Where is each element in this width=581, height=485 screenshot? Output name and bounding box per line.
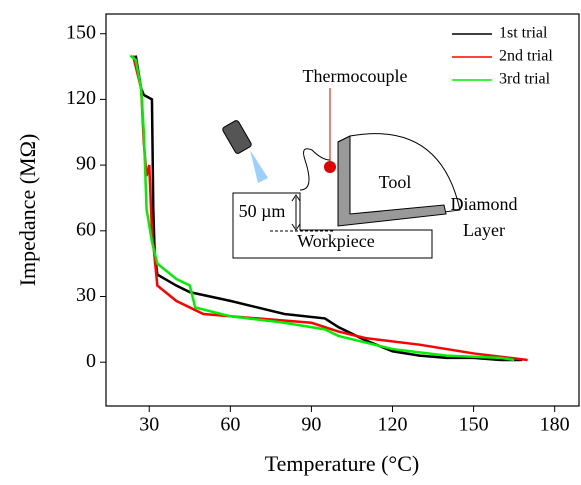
legend-label: 2nd trial	[499, 48, 553, 65]
legend-label: 1st trial	[499, 25, 548, 42]
legend-label: 3rd trial	[499, 71, 551, 88]
camera	[222, 120, 252, 154]
data-line	[134, 55, 523, 362]
diamond-layer	[337, 135, 447, 227]
x-tick-label: 150	[459, 414, 489, 436]
x-tick-label: 30	[139, 414, 159, 436]
tool-outline	[337, 133, 461, 225]
tool-label: Tool	[379, 172, 412, 192]
thermocouple-tip	[324, 161, 336, 173]
thermocouple-wire	[299, 148, 331, 191]
gap-arrowheads	[291, 194, 301, 231]
x-tick-label: 180	[540, 414, 570, 436]
y-tick-label: 0	[86, 350, 96, 372]
thermocouple-label: Thermocouple	[303, 66, 408, 86]
workpiece-label: Workpiece	[297, 231, 375, 251]
y-tick-label: 90	[76, 153, 96, 175]
data-line	[129, 54, 515, 362]
x-axis-label: Temperature (°C)	[265, 451, 419, 476]
gap-label: 50 µm	[239, 201, 286, 221]
diamond-label: Diamond	[451, 194, 518, 214]
y-tick-label: 60	[76, 218, 96, 240]
y-tick-label: 30	[76, 284, 96, 306]
y-tick-label: 150	[66, 21, 96, 43]
workpiece-outline	[232, 192, 433, 259]
x-tick-label: 60	[220, 414, 240, 436]
plot-lines	[129, 54, 528, 362]
camera-beam	[250, 150, 268, 183]
diamond-label: Layer	[463, 220, 505, 240]
plot-frame	[105, 13, 580, 407]
y-axis-label: Impedance (MΩ)	[15, 134, 40, 287]
inset-diagram	[222, 88, 461, 259]
x-tick-label: 120	[378, 414, 408, 436]
x-tick-label: 90	[301, 414, 321, 436]
y-tick-label: 120	[66, 87, 96, 109]
